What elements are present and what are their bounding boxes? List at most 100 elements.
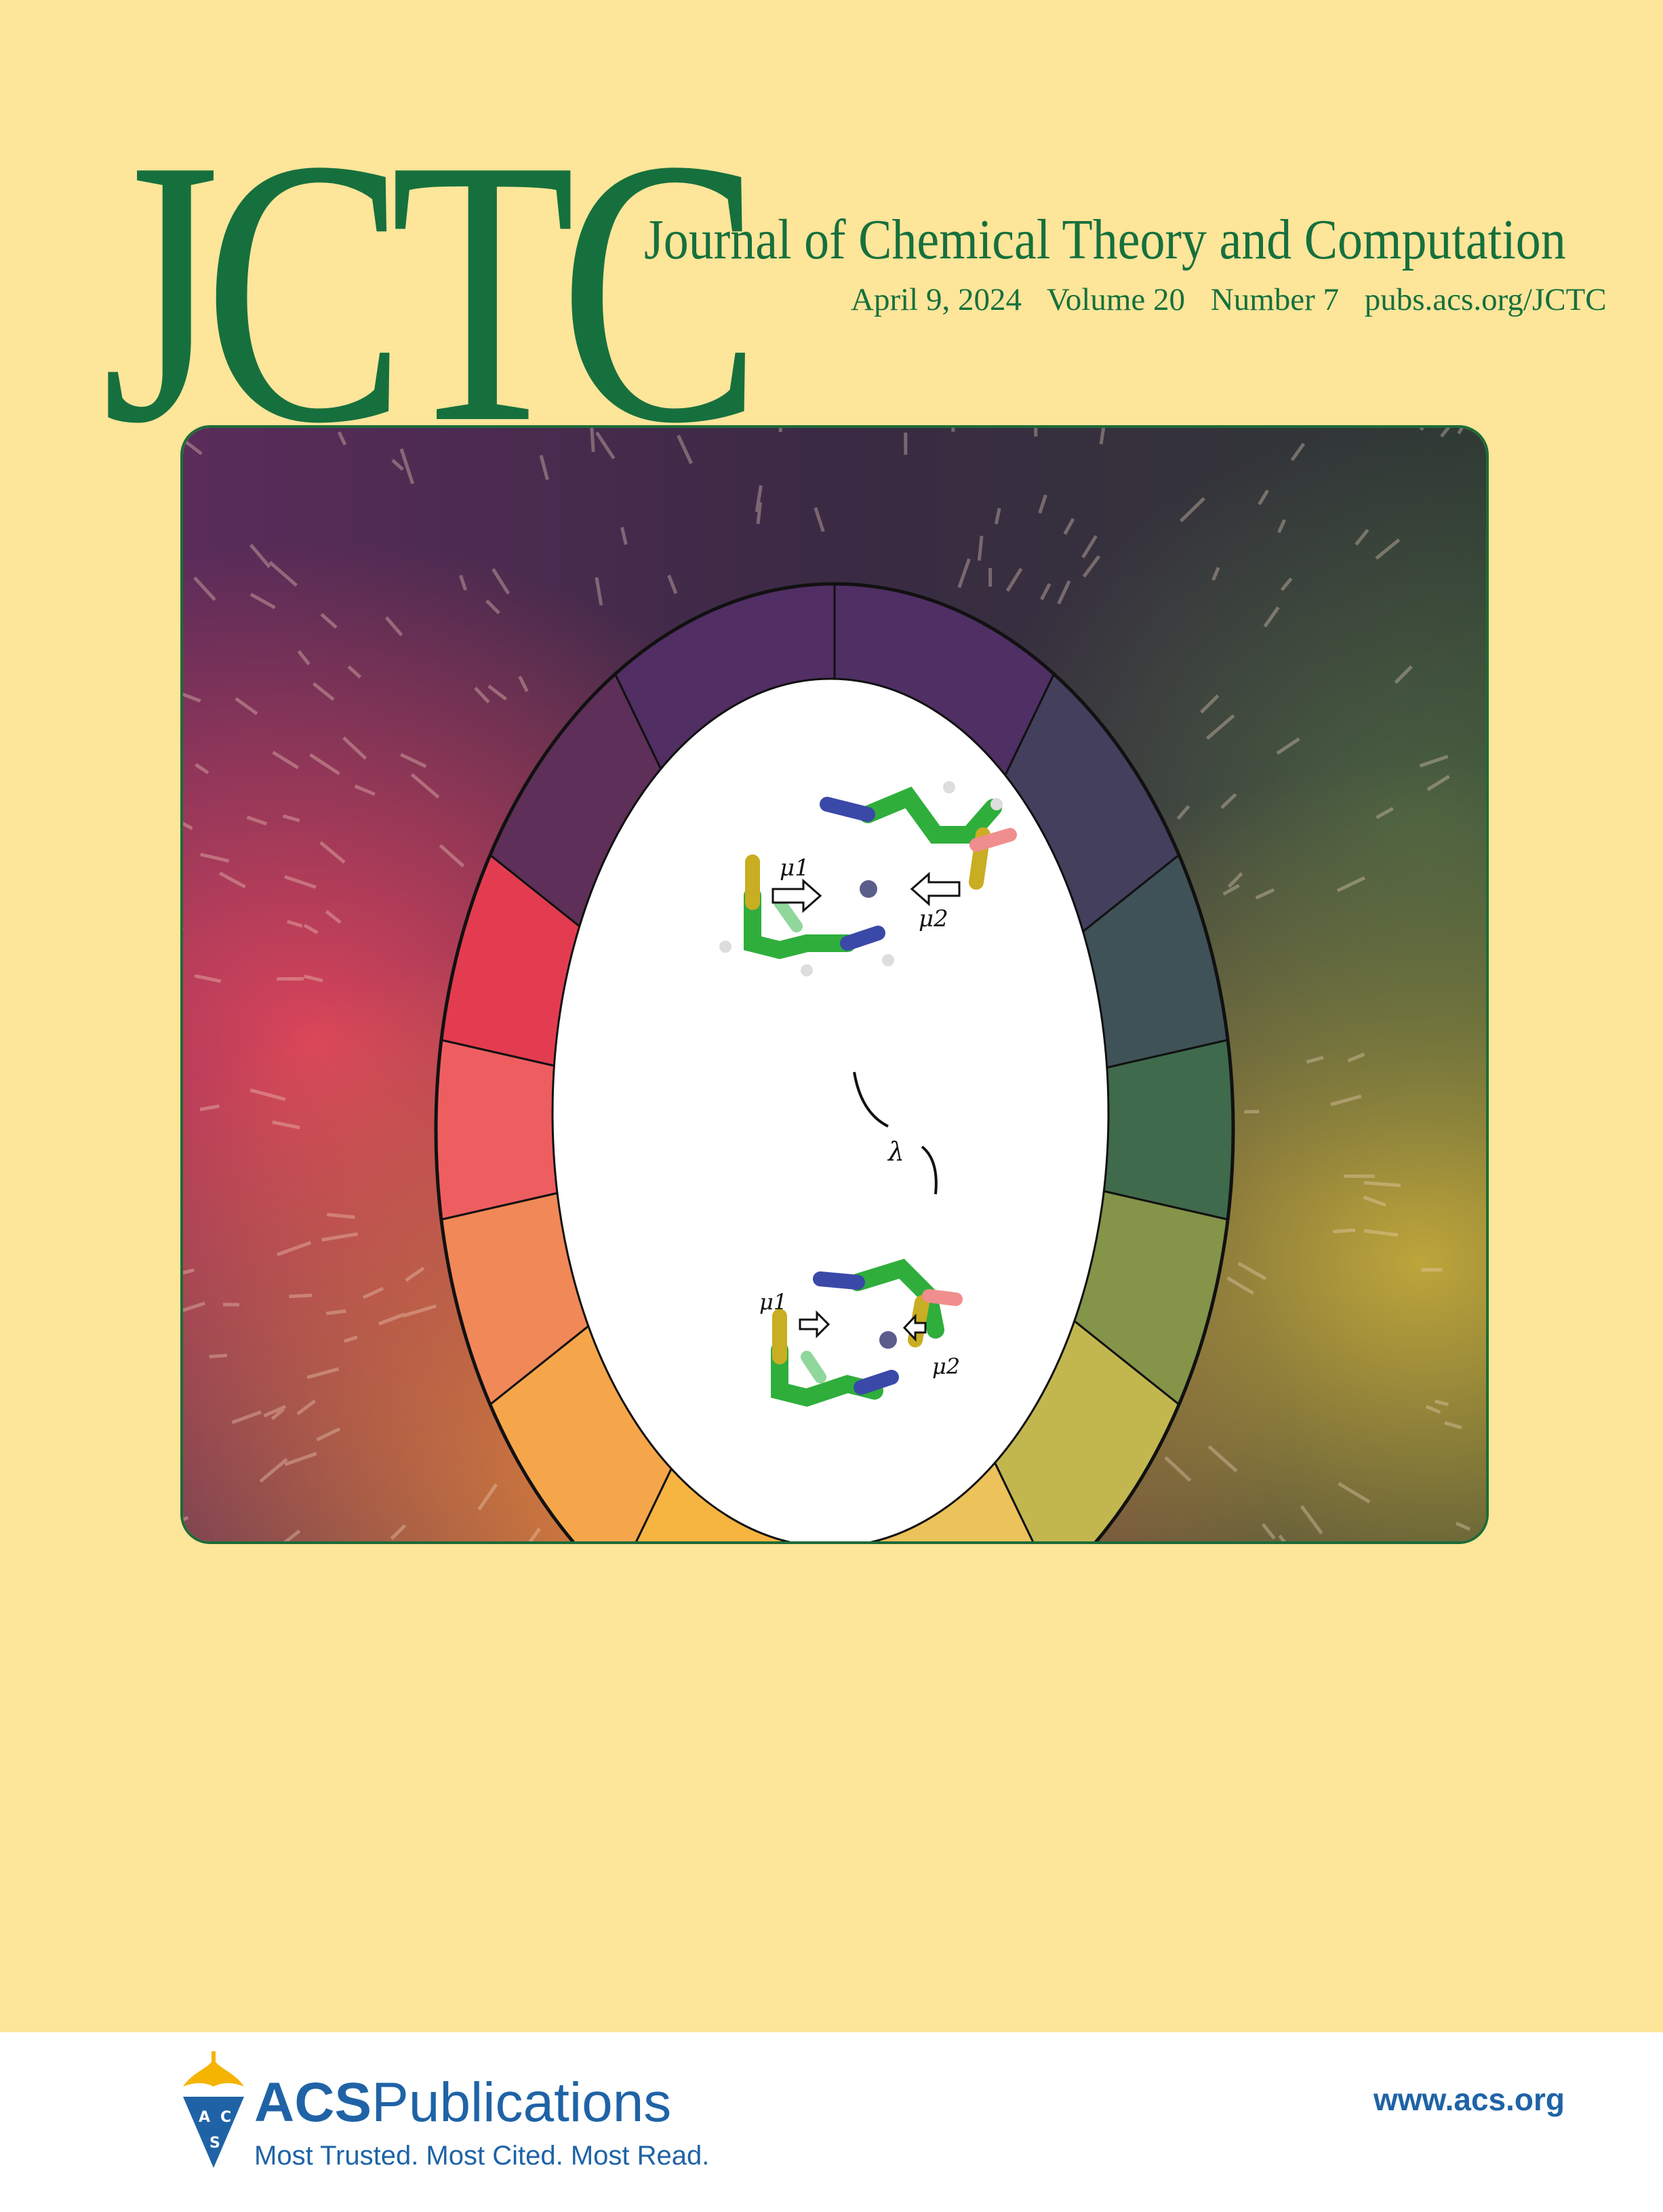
texture-stick — [282, 814, 300, 823]
texture-stick — [183, 692, 201, 703]
texture-stick — [1290, 442, 1306, 462]
texture-stick — [1237, 1261, 1267, 1280]
journal-cover: JCTC Journal of Chemical Theory and Comp… — [102, 81, 1624, 1544]
texture-stick — [400, 753, 427, 768]
texture-stick — [474, 686, 490, 704]
texture-stick — [1355, 528, 1369, 546]
publications-text: Publications — [372, 2072, 672, 2133]
texture-stick — [1255, 888, 1275, 900]
texture-stick — [249, 593, 276, 610]
texture-stick — [327, 1212, 355, 1219]
texture-stick — [249, 1088, 286, 1101]
texture-stick — [1164, 1456, 1192, 1482]
texture-stick — [994, 507, 1001, 525]
texture-stick — [1199, 694, 1220, 714]
molecule-mid-left — [719, 854, 894, 976]
acs-publications-wordmark: ACSPublications — [254, 2071, 671, 2135]
texture-stick — [814, 507, 825, 532]
texture-stick — [209, 1354, 227, 1359]
texture-stick — [1263, 606, 1280, 628]
texture-stick — [539, 454, 549, 480]
issue-info: April 9, 2024 Volume 20 Number 7 pubs.ac… — [851, 281, 1624, 318]
texture-stick — [316, 1427, 341, 1442]
texture-stick — [289, 1293, 313, 1299]
texture-stick — [259, 1457, 288, 1483]
texture-stick — [296, 1399, 317, 1416]
texture-stick — [1280, 577, 1293, 591]
cover-artwork-svg: μ1 μ2 λ μ1 μ2 — [183, 428, 1486, 1541]
texture-stick — [1455, 1521, 1471, 1531]
texture-stick — [326, 1309, 346, 1316]
acs-website-link[interactable]: www.acs.org — [1373, 2082, 1565, 2117]
texture-stick — [284, 1452, 317, 1466]
texture-stick — [756, 502, 762, 524]
texture-stick — [1336, 876, 1366, 892]
texture-stick — [1099, 428, 1106, 445]
texture-stick — [1038, 494, 1047, 514]
texture-stick — [249, 543, 271, 568]
journal-url[interactable]: pubs.acs.org/JCTC — [1364, 282, 1607, 317]
texture-stick — [200, 852, 230, 863]
texture-stick — [1338, 1482, 1371, 1504]
texture-stick — [277, 1241, 312, 1257]
texture-stick — [272, 751, 299, 770]
texture-stick — [268, 561, 298, 587]
texture-stick — [405, 1266, 425, 1282]
texture-stick — [183, 1268, 195, 1275]
emblem-letter-s: S — [209, 2135, 220, 2152]
texture-stick — [1435, 1400, 1449, 1406]
texture-stick — [390, 1524, 407, 1540]
texture-stick — [1419, 755, 1449, 768]
metal-ion-top — [860, 880, 877, 898]
cover-artwork: μ1 μ2 λ μ1 μ2 — [180, 425, 1489, 1544]
texture-stick — [1425, 1404, 1441, 1414]
texture-stick — [1226, 1276, 1254, 1295]
label-mu1-top: μ1 — [780, 854, 809, 882]
label-mu1-bottom: μ1 — [759, 1289, 787, 1315]
texture-stick — [1227, 872, 1243, 888]
journal-logo: JCTC — [102, 81, 762, 502]
texture-stick — [297, 650, 310, 666]
texture-stick — [283, 1529, 301, 1541]
texture-stick — [1176, 805, 1190, 820]
texture-stick — [183, 821, 193, 830]
texture-stick — [1277, 519, 1286, 534]
texture-stick — [528, 1527, 541, 1541]
publisher-footer: A C S ACSPublications Most Trusted. Most… — [0, 2032, 1663, 2212]
texture-stick — [1082, 555, 1101, 578]
texture-stick — [193, 576, 216, 601]
texture-stick — [354, 784, 376, 796]
molecule-bottom-right — [813, 1259, 963, 1347]
texture-stick — [218, 871, 246, 889]
texture-stick — [595, 431, 616, 460]
texture-stick — [492, 568, 510, 595]
texture-stick — [402, 1304, 437, 1318]
texture-stick — [183, 1516, 189, 1522]
texture-stick — [1220, 793, 1237, 810]
texture-stick — [1258, 489, 1270, 505]
texture-stick — [977, 535, 984, 561]
texture-stick — [620, 526, 628, 545]
texture-stick — [325, 909, 342, 924]
texture-stick — [1426, 774, 1450, 791]
texture-stick — [1375, 538, 1401, 560]
texture-stick — [343, 1335, 358, 1343]
texture-stick — [231, 1410, 262, 1425]
texture-stick — [667, 574, 678, 595]
texture-stick — [312, 682, 335, 701]
texture-stick — [1363, 1181, 1401, 1187]
texture-stick — [1347, 1052, 1365, 1063]
texture-stick — [347, 665, 362, 679]
texture-stick — [319, 841, 346, 864]
texture-stick — [477, 1483, 498, 1511]
texture-stick — [1300, 1505, 1323, 1535]
texture-stick — [1457, 428, 1464, 435]
texture-stick — [306, 1367, 340, 1379]
journal-title: Journal of Chemical Theory and Computati… — [644, 208, 1566, 271]
texture-stick — [308, 753, 340, 776]
texture-stick — [303, 924, 319, 934]
texture-stick — [1330, 1094, 1362, 1107]
label-mu2-top: μ2 — [919, 905, 948, 932]
emblem-letter-c: C — [220, 2109, 231, 2126]
ring-center — [551, 677, 1110, 1541]
